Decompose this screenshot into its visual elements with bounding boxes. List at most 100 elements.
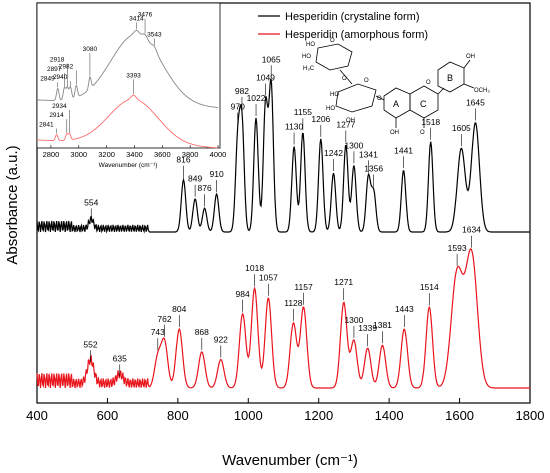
inset-peak-label: 2918 — [50, 57, 65, 64]
inset-peak-label: 3080 — [83, 46, 98, 53]
atom-label: HO — [302, 54, 311, 60]
x-tick-label: 1800 — [516, 408, 545, 423]
peak-label: 1242 — [324, 148, 343, 158]
atom-label: OCH₃ — [474, 88, 490, 94]
inset-peak-label: 3393 — [126, 72, 141, 79]
atom-label: O — [420, 130, 425, 136]
peak-label: 1065 — [262, 54, 281, 64]
x-axis-title: Wavenumber (cm⁻¹) — [222, 452, 358, 469]
x-tick-label: 1200 — [304, 408, 333, 423]
peak-label: 554 — [84, 198, 98, 208]
peak-label: 1441 — [394, 145, 413, 155]
plot-frame — [36, 2, 531, 404]
atom-label: OH — [390, 130, 399, 136]
atom-label: O — [330, 38, 335, 44]
peak-label: 984 — [236, 289, 250, 299]
x-tick-label: 1000 — [234, 408, 263, 423]
peak-label: 970 — [231, 102, 245, 112]
structure-labels: HO HO H₃C O O HO HO OH O O O OH OH O OCH… — [302, 38, 490, 136]
atom-label: O — [377, 96, 382, 102]
inset-peak-label: 2841 — [39, 122, 54, 129]
peak-label: 1518 — [421, 117, 440, 127]
peak-label: 1128 — [284, 298, 303, 308]
inset-peak-label: 3414 — [129, 15, 144, 22]
peak-label: 1277 — [336, 120, 355, 130]
atom-label: O — [342, 76, 347, 82]
peak-label: 910 — [209, 169, 223, 179]
peak-label: 1157 — [294, 282, 313, 292]
inset-x-tick-label: 2800 — [43, 150, 60, 159]
peak-label: 1271 — [334, 277, 353, 287]
inset-series-line-amorphous — [37, 94, 219, 149]
peak-label: 1514 — [420, 282, 439, 292]
peak-label: 876 — [198, 183, 212, 193]
peak-label: 1381 — [373, 320, 392, 330]
atom-label: OH — [346, 118, 355, 124]
legend: Hesperidin (crystaline form) Hesperidin … — [258, 11, 428, 41]
peak-label: 743 — [151, 327, 165, 337]
inset-peak-label: 2914 — [49, 112, 64, 119]
peak-label: 868 — [195, 327, 209, 337]
inset-x-tick-label: 3000 — [70, 150, 87, 159]
inset-x-tick-label: 3400 — [126, 150, 143, 159]
peak-label: 552 — [83, 339, 97, 349]
spectra-layer — [36, 78, 530, 389]
inset-x-tick-label: 3800 — [182, 150, 199, 159]
peak-label: 1356 — [364, 164, 383, 174]
peak-label: 1443 — [395, 304, 414, 314]
peak-label: 1206 — [311, 114, 330, 124]
inset-x-axis-title: Wavenumber (cm⁻¹) — [99, 162, 158, 169]
peak-label: 762 — [157, 314, 171, 324]
peak-label: 1634 — [462, 225, 481, 235]
series-line-crystaline — [36, 78, 530, 234]
peak-label: 1155 — [294, 107, 313, 117]
inset-spectra — [37, 29, 219, 149]
x-tick-label: 800 — [167, 408, 189, 423]
peak-label: 804 — [172, 304, 186, 314]
peak-label: 1645 — [466, 98, 485, 108]
inset-x-tick-label: 3600 — [154, 150, 171, 159]
peak-label: 1057 — [259, 273, 278, 283]
x-tick-label: 600 — [97, 408, 119, 423]
hesperidin-structure-icon — [315, 43, 475, 128]
series-line-amorphous — [36, 248, 530, 389]
atom-label: H₃C — [303, 66, 315, 72]
inset-peak-label: 2934 — [52, 103, 67, 110]
peak-label: 1593 — [448, 243, 467, 253]
inset-x-tick-label: 3200 — [98, 150, 115, 159]
atom-label: HO — [330, 92, 339, 98]
inset-peak-label: 2982 — [59, 63, 74, 70]
y-axis-title: Absorbance (a.u.) — [4, 145, 21, 264]
peak-label: 1018 — [245, 263, 264, 273]
ring-label-b: B — [447, 73, 453, 83]
x-tick-label: 1400 — [375, 408, 404, 423]
legend-label-crystaline: Hesperidin (crystaline form) — [285, 11, 419, 23]
inset-peak-label: 2897 — [47, 66, 62, 73]
inset-x-tick-label: 4000 — [210, 150, 227, 159]
peak-label: 1049 — [256, 72, 275, 82]
x-axis-ticks: 400 600 800 1000 1200 1400 1600 1800 — [26, 398, 544, 423]
inset-peak-label: 3543 — [147, 31, 162, 38]
peak-label: 922 — [214, 335, 228, 345]
peak-label: 982 — [235, 86, 249, 96]
atom-label: O — [364, 78, 369, 84]
peak-label: 1339 — [358, 323, 377, 333]
atom-label: O — [426, 80, 431, 86]
inset-peak-label: 2940 — [53, 74, 68, 81]
atom-label: HO — [306, 42, 315, 48]
peak-label: 1300 — [344, 140, 363, 150]
peak-label: 1022 — [247, 93, 266, 103]
peak-label: 1605 — [452, 123, 471, 133]
x-tick-label: 400 — [26, 408, 48, 423]
legend-label-amorphous: Hesperidin (amorphous form) — [285, 29, 428, 41]
atom-label: OH — [466, 54, 475, 60]
peak-label: 849 — [188, 174, 202, 184]
peak-label: 1341 — [359, 149, 378, 159]
ring-label-a: A — [393, 99, 399, 109]
peak-label: 635 — [113, 354, 127, 364]
peak-label: 1300 — [344, 315, 363, 325]
